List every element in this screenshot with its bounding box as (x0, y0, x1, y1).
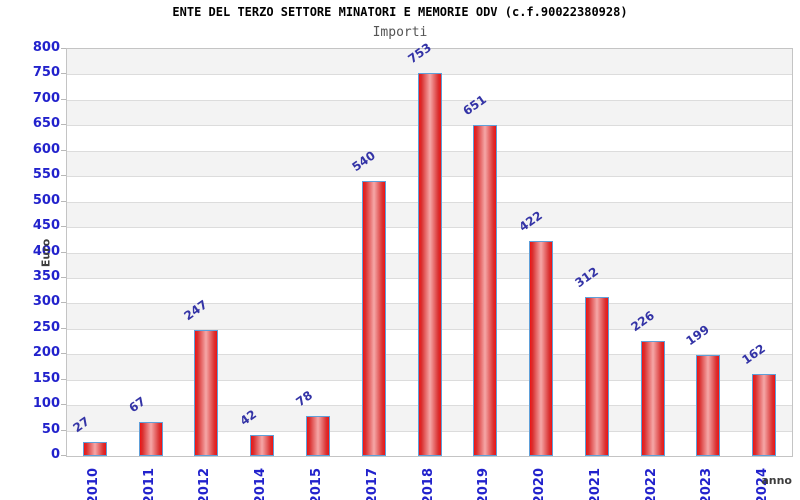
bar (529, 241, 554, 456)
x-axis-label-text: anno (761, 474, 792, 487)
bar (417, 73, 442, 456)
y-tick-mark (61, 302, 66, 304)
y-tick-label: 650 (32, 116, 60, 132)
bar (752, 374, 777, 456)
y-tick-label: 750 (32, 65, 60, 81)
y-tick-label: 200 (32, 345, 60, 361)
bar (361, 181, 386, 456)
y-tick-mark (61, 276, 66, 278)
y-tick-label: 500 (32, 192, 60, 208)
y-tick-label: 150 (32, 370, 60, 386)
y-tick-mark (61, 251, 66, 253)
y-tick-mark (61, 353, 66, 355)
y-tick-label: 600 (32, 141, 60, 157)
plot-area: 27 67 247 42 78 540 753 651 422 312 226 199 162 (66, 40, 793, 457)
bar (82, 442, 107, 456)
y-tick-label: 50 (41, 421, 60, 437)
x-tick-label-text: 2011 (141, 468, 157, 500)
y-tick-mark (61, 149, 66, 151)
y-tick-label: 300 (32, 294, 60, 310)
x-axis-label: anno (761, 474, 792, 487)
y-tick-label: 350 (32, 268, 60, 284)
y-tick-label: 400 (32, 243, 60, 259)
y-tick-mark (61, 124, 66, 126)
bar (138, 422, 163, 456)
bar (250, 435, 275, 456)
x-tick-label-text: 2015 (308, 468, 324, 500)
y-tick-label: 250 (32, 319, 60, 335)
chart-subtitle: Importi (372, 25, 428, 40)
y-tick-label: 100 (32, 396, 60, 412)
x-tick-label-text: 2014 (253, 468, 269, 500)
y-tick-mark (61, 378, 66, 380)
y-tick-mark (61, 455, 66, 456)
plot-band (67, 49, 792, 75)
y-axis-label-text: Euro (39, 238, 53, 268)
y-tick-label: 700 (32, 90, 60, 106)
x-tick-label-text: 2021 (587, 468, 603, 500)
y-tick-mark (61, 98, 66, 100)
y-tick-mark (61, 200, 66, 202)
x-tick-label-text: 2017 (364, 468, 380, 500)
y-tick-mark (61, 327, 66, 329)
y-tick-label: 450 (32, 218, 60, 234)
x-tick-label-text: 2020 (532, 468, 548, 500)
bar (305, 416, 330, 456)
x-tick-label-text: 2022 (643, 468, 659, 500)
bar (194, 330, 219, 456)
chart-title: ENTE DEL TERZO SETTORE MINATORI E MEMORI… (172, 5, 628, 19)
x-tick-label-text: 2010 (85, 468, 101, 500)
y-tick-mark (61, 226, 66, 228)
bar (696, 355, 721, 456)
y-tick-mark (61, 429, 66, 431)
y-tick-label: 0 (50, 447, 60, 462)
y-tick-mark (61, 48, 66, 49)
y-tick-label: 800 (32, 40, 60, 55)
x-tick-label-text: 2018 (420, 468, 436, 500)
x-tick-label-text: 2012 (197, 468, 213, 500)
x-tick-label-text: 2023 (699, 468, 715, 500)
bar (640, 341, 665, 456)
y-tick-mark (61, 404, 66, 406)
y-tick-label: 550 (32, 167, 60, 183)
y-tick-mark (61, 175, 66, 177)
bar (473, 125, 498, 456)
y-tick-mark (61, 73, 66, 75)
x-tick-label-text: 2019 (476, 468, 492, 500)
bar (584, 297, 609, 456)
